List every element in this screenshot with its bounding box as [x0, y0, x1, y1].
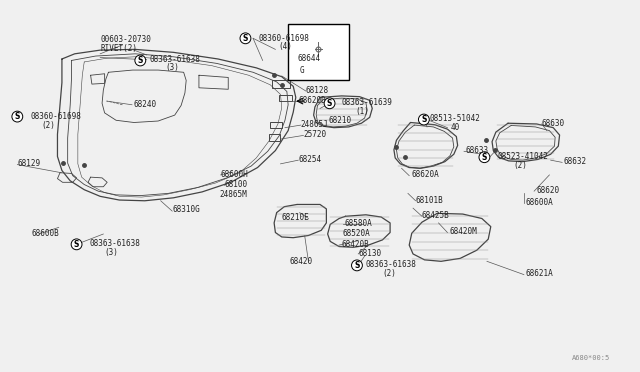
Text: S: S — [74, 240, 79, 249]
Text: 68100: 68100 — [225, 180, 248, 189]
Text: 40: 40 — [451, 123, 460, 132]
Text: 68633: 68633 — [465, 146, 488, 155]
Text: (3): (3) — [166, 63, 180, 72]
Text: RIVET(2): RIVET(2) — [100, 44, 138, 53]
Text: 68600H: 68600H — [221, 170, 248, 179]
Text: 68621A: 68621A — [525, 269, 553, 278]
Bar — [279, 95, 292, 101]
Text: (2): (2) — [41, 121, 55, 130]
Text: 08513-51042: 08513-51042 — [429, 114, 481, 123]
Text: 00603-20730: 00603-20730 — [100, 35, 152, 44]
Text: 68210E: 68210E — [282, 212, 310, 221]
Text: 24865M: 24865M — [220, 190, 247, 199]
Text: S: S — [482, 153, 487, 162]
Bar — [270, 122, 282, 128]
Text: 68129: 68129 — [17, 159, 40, 169]
Text: 68620A: 68620A — [411, 170, 439, 179]
Text: 68425B: 68425B — [422, 211, 450, 220]
Text: 68101B: 68101B — [415, 196, 444, 205]
Text: (4): (4) — [278, 42, 292, 51]
Text: 08363-61638: 08363-61638 — [366, 260, 417, 269]
Text: G: G — [300, 65, 304, 74]
Text: 68580A: 68580A — [344, 219, 372, 228]
Text: 08363-61638: 08363-61638 — [90, 239, 140, 248]
Text: S: S — [421, 115, 426, 124]
Text: S: S — [243, 34, 248, 43]
Text: 68240: 68240 — [134, 100, 157, 109]
Text: 68620D: 68620D — [298, 96, 326, 105]
Text: S: S — [138, 56, 143, 65]
Text: 68310G: 68310G — [172, 205, 200, 215]
Text: A680*00:5: A680*00:5 — [572, 355, 610, 361]
Text: 68210: 68210 — [329, 116, 352, 125]
Bar — [269, 134, 280, 141]
Text: 68630: 68630 — [541, 119, 565, 128]
Text: 68600A: 68600A — [525, 198, 553, 207]
Text: 68600B: 68600B — [32, 229, 60, 238]
Text: 68130: 68130 — [358, 249, 381, 258]
Text: 68420M: 68420M — [449, 227, 477, 236]
Text: 68644: 68644 — [298, 54, 321, 63]
Text: S: S — [15, 112, 20, 121]
Text: (2): (2) — [383, 269, 396, 278]
Text: 68620: 68620 — [537, 186, 560, 195]
Text: 08523-41042: 08523-41042 — [497, 152, 548, 161]
Text: 68420B: 68420B — [341, 240, 369, 249]
Text: (2): (2) — [513, 161, 527, 170]
Text: 08363-61639: 08363-61639 — [341, 98, 392, 107]
Text: (1): (1) — [356, 107, 369, 116]
Text: S: S — [327, 99, 332, 108]
Text: 68254: 68254 — [298, 155, 321, 164]
Bar — [288, 23, 349, 80]
Text: 08360-61698: 08360-61698 — [259, 34, 310, 43]
Text: 08360-61698: 08360-61698 — [31, 112, 81, 121]
Text: 08363-61638: 08363-61638 — [149, 55, 200, 64]
Text: 68520A: 68520A — [342, 230, 370, 238]
Text: 68128: 68128 — [306, 86, 329, 95]
Text: 25720: 25720 — [303, 130, 326, 139]
Text: 68632: 68632 — [563, 157, 586, 166]
Text: (3): (3) — [104, 248, 118, 257]
Text: 24865J: 24865J — [301, 120, 328, 129]
Text: 68420: 68420 — [289, 257, 312, 266]
Bar — [272, 80, 290, 88]
Text: S: S — [355, 261, 360, 270]
